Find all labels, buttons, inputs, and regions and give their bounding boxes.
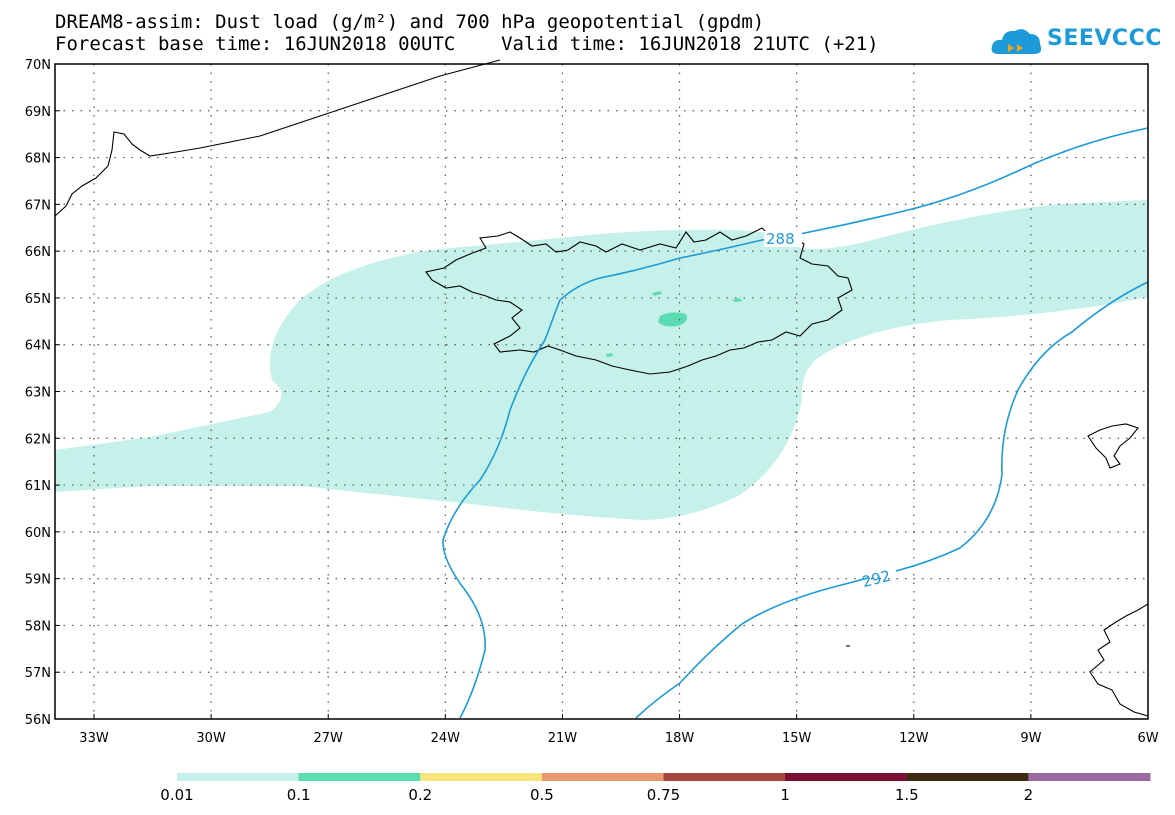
lat-label: 68N (25, 152, 51, 167)
logo-text: SEEVCCC (1047, 26, 1162, 51)
colorbar-swatch (541, 773, 664, 781)
colorbar-swatch (420, 773, 543, 781)
lon-label: 33W (79, 731, 109, 746)
lat-label: 62N (25, 432, 51, 447)
longitude-labels: 33W 30W 27W 24W 21W 18W 15W 12W 9W 6W (79, 731, 1158, 746)
contour-288 (442, 127, 1149, 719)
map-title-line2: Forecast base time: 16JUN2018 00UTC Vali… (55, 33, 879, 55)
dust-area-mid (606, 353, 613, 357)
colorbar-swatch (1028, 773, 1151, 781)
lon-label: 21W (548, 731, 578, 746)
colorbar-label: 0.01 (160, 786, 194, 804)
latitude-labels: 70N 69N 68N 67N 66N 65N 64N 63N 62N 61N 60N 59N 58N 5… (25, 58, 51, 728)
lat-label: 69N (25, 105, 51, 120)
graticule (55, 64, 1148, 719)
lon-label: 18W (665, 731, 695, 746)
lon-label: 12W (899, 731, 929, 746)
lon-label: 9W (1020, 731, 1041, 746)
lon-label: 6W (1137, 731, 1158, 746)
coastline (54, 59, 1149, 717)
colorbar-swatch (663, 773, 786, 781)
axis-ticks (55, 63, 1149, 720)
lat-label: 61N (25, 479, 51, 494)
lat-label: 57N (25, 666, 51, 681)
lon-label: 27W (314, 731, 344, 746)
dust-area-mid (652, 291, 662, 296)
lat-label: 58N (25, 619, 51, 634)
contour-292 (635, 281, 1149, 719)
colorbar-label: 0.75 (646, 786, 681, 804)
colorbar-swatch (785, 773, 908, 781)
dust-area-low (55, 200, 1148, 520)
colorbar-label: 2 (1023, 786, 1034, 804)
lat-label: 65N (25, 292, 51, 307)
lon-label: 30W (196, 731, 226, 746)
colorbar-label: 1.5 (894, 786, 919, 804)
geopotential-contours (442, 127, 1149, 719)
colorbar-swatch (298, 773, 421, 781)
dust-area-mid (732, 298, 743, 302)
lat-label: 63N (25, 386, 51, 401)
map-title-line1: DREAM8-assim: Dust load (g/m²) and 700 h… (55, 11, 765, 33)
lat-label: 70N (25, 58, 51, 73)
colorbar-label: 0.5 (529, 786, 554, 804)
colorbar-swatch (906, 773, 1029, 781)
lon-label: 24W (431, 731, 461, 746)
lat-label: 66N (25, 245, 51, 260)
contour-label-292: 292 (860, 567, 892, 591)
lat-label: 56N (25, 713, 51, 728)
contour-label-288: 288 (766, 230, 795, 248)
lon-label: 15W (782, 731, 812, 746)
lat-label: 59N (25, 573, 51, 588)
lat-label: 67N (25, 198, 51, 213)
cloud-logo-icon (991, 29, 1042, 54)
colorbar-label: 1 (780, 786, 790, 804)
lat-label: 64N (25, 339, 51, 354)
dust-area-mid (658, 312, 687, 327)
lat-label: 60N (25, 526, 51, 541)
colorbar-label: 0.1 (286, 786, 311, 804)
colorbar (177, 773, 1151, 781)
colorbar-label: 0.2 (408, 786, 433, 804)
colorbar-swatch (177, 773, 300, 781)
